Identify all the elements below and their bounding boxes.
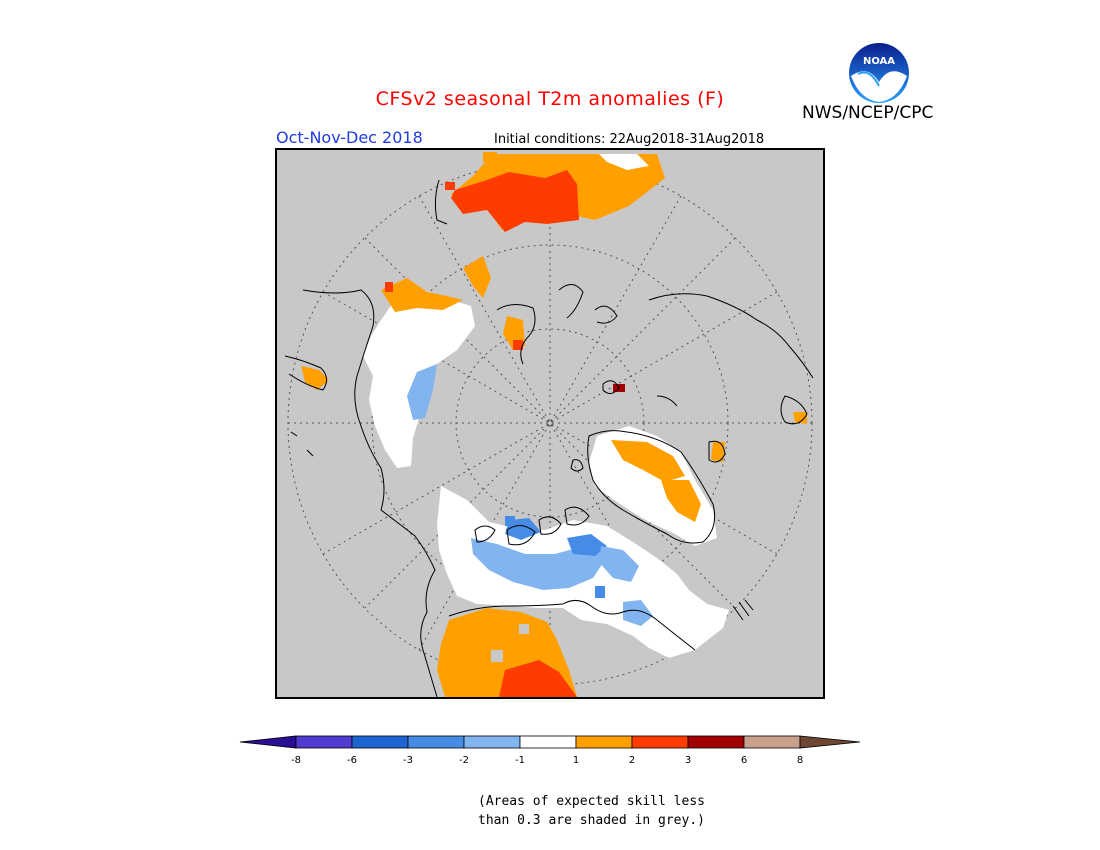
colorbar-tick: -8 (291, 755, 301, 766)
anomaly-asia (301, 256, 525, 468)
colorbar-tick: -1 (515, 755, 525, 766)
agency-label: NWS/NCEP/CPC (802, 103, 934, 123)
anomaly-north-america (437, 486, 729, 658)
colorbar: -8 -6 -3 -2 -1 1 2 3 6 8 (239, 735, 861, 766)
anomaly-warm-top (445, 152, 665, 232)
colorbar-arrow-high (799, 735, 861, 749)
skill-note-line2: than 0.3 are shaded in grey.) (478, 813, 705, 828)
noaa-logo: NOAA (849, 43, 909, 103)
map-canvas (284, 152, 814, 697)
logo-text: NOAA (863, 56, 895, 67)
colorbar-arrow-low (239, 735, 297, 749)
map-title: CFSv2 seasonal T2m anomalies (F) (375, 88, 725, 110)
anomaly-greenland (589, 384, 807, 546)
colorbar-tick: 1 (573, 755, 579, 766)
graticule (287, 160, 813, 686)
coastlines (284, 179, 814, 697)
forecast-period: Oct-Nov-Dec 2018 (276, 128, 423, 147)
colorbar-tick: 2 (629, 755, 635, 766)
initial-conditions: Initial conditions: 22Aug2018-31Aug2018 (494, 132, 765, 147)
skill-note: (Areas of expected skill less than 0.3 a… (478, 792, 705, 830)
colorbar-tick: -2 (459, 755, 469, 766)
anomaly-usa (437, 608, 577, 697)
colorbar-tick: 6 (741, 755, 747, 766)
polar-map (275, 148, 825, 699)
colorbar-tick: -3 (403, 755, 413, 766)
skill-note-line1: (Areas of expected skill less (478, 794, 705, 809)
colorbar-tick: 8 (797, 755, 803, 766)
colorbar-tick: -6 (347, 755, 357, 766)
colorbar-tick: 3 (685, 755, 691, 766)
